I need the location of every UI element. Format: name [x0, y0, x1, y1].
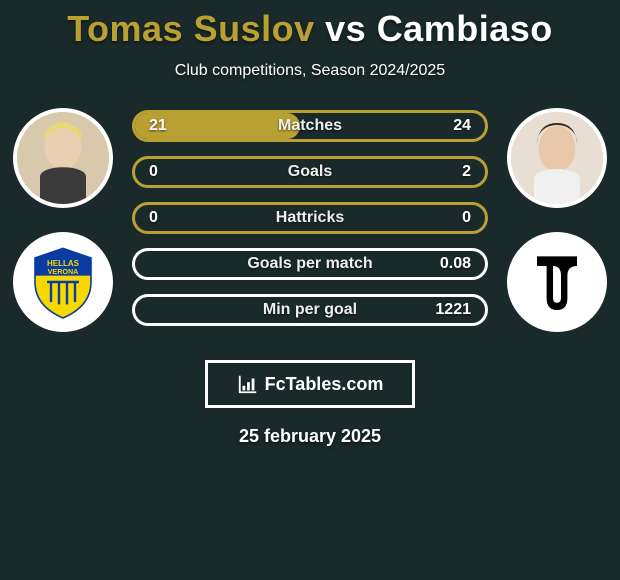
- right-side: [502, 104, 612, 332]
- person-icon: [17, 108, 109, 208]
- stat-bar: 21 Matches 24: [132, 110, 488, 142]
- stat-label: Matches: [278, 117, 342, 135]
- page-title: Tomas Suslov vs Cambiaso: [0, 0, 620, 50]
- left-side: HELLAS VERONA: [8, 104, 118, 332]
- stat-right-value: 2: [462, 163, 471, 181]
- date-text: 25 february 2025: [0, 426, 620, 447]
- stat-left-value: 0: [149, 209, 158, 227]
- stat-bar: Min per goal 1221: [132, 294, 488, 326]
- person-icon: [511, 108, 603, 208]
- stat-bar: 0 Goals 2: [132, 156, 488, 188]
- stat-bar: Goals per match 0.08: [132, 248, 488, 280]
- title-right-player: Cambiaso: [377, 8, 553, 49]
- left-club-badge: HELLAS VERONA: [13, 232, 113, 332]
- juventus-icon: [517, 242, 597, 322]
- comparison-main: HELLAS VERONA 21 Matches 24 0 Goals 2 0 Hattric…: [0, 104, 620, 332]
- chart-icon: [237, 373, 259, 395]
- shield-icon: HELLAS VERONA: [23, 242, 103, 322]
- stat-right-value: 24: [453, 117, 471, 135]
- stat-bar: 0 Hattricks 0: [132, 202, 488, 234]
- brand-text: FcTables.com: [265, 374, 384, 395]
- stat-label: Hattricks: [276, 209, 344, 227]
- stat-right-value: 0: [462, 209, 471, 227]
- right-player-avatar: [507, 108, 607, 208]
- stat-label: Goals per match: [247, 255, 372, 273]
- right-club-badge: [507, 232, 607, 332]
- svg-text:VERONA: VERONA: [48, 267, 79, 276]
- brand-box: FcTables.com: [205, 360, 415, 408]
- left-player-avatar: [13, 108, 113, 208]
- stat-right-value: 0.08: [440, 255, 471, 273]
- title-left-player: Tomas Suslov: [67, 8, 314, 49]
- title-vs: vs: [315, 8, 377, 49]
- stat-bars: 21 Matches 24 0 Goals 2 0 Hattricks 0 Goals per m…: [118, 104, 502, 326]
- stat-left-value: 21: [149, 117, 167, 135]
- stat-right-value: 1221: [435, 301, 471, 319]
- stat-label: Goals: [288, 163, 332, 181]
- stat-left-value: 0: [149, 163, 158, 181]
- stat-label: Min per goal: [263, 301, 357, 319]
- subtitle: Club competitions, Season 2024/2025: [0, 62, 620, 80]
